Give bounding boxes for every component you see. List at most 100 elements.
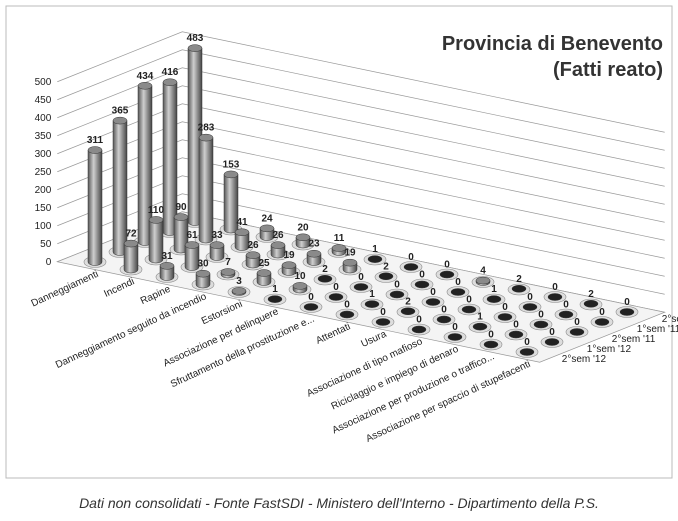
value-label: 2 xyxy=(405,296,411,307)
bar-top xyxy=(439,270,455,279)
y-tick-label: 0 xyxy=(46,257,52,268)
value-label: 0 xyxy=(624,297,630,308)
bar-top xyxy=(245,251,261,259)
bar-top xyxy=(508,330,524,339)
bar xyxy=(482,293,506,306)
bar-top xyxy=(339,310,355,319)
bar xyxy=(374,271,398,283)
bar-top xyxy=(112,116,128,125)
bar xyxy=(518,301,542,313)
y-tick-label: 500 xyxy=(35,77,52,88)
bar-top xyxy=(123,239,139,248)
y-tick-label: 350 xyxy=(35,131,52,142)
value-label: 0 xyxy=(549,327,555,338)
value-label: 0 xyxy=(380,307,386,318)
value-label: 0 xyxy=(452,322,458,333)
bar-body xyxy=(195,273,211,289)
bar-top xyxy=(594,318,610,326)
bar xyxy=(119,239,143,276)
value-label: 483 xyxy=(187,33,204,44)
bar xyxy=(446,286,470,298)
bar xyxy=(327,244,351,258)
bar xyxy=(349,281,373,293)
bar-top xyxy=(411,325,427,334)
value-label: 2 xyxy=(383,261,389,272)
bar-top xyxy=(547,293,563,301)
bar-top xyxy=(195,269,211,278)
series-label: 2°sem '12 xyxy=(562,354,607,365)
y-tick-label: 200 xyxy=(35,185,52,196)
value-label: 19 xyxy=(283,250,295,261)
value-label: 25 xyxy=(258,258,270,269)
bar-top xyxy=(256,269,272,277)
value-label: 0 xyxy=(394,280,400,291)
bar-top xyxy=(353,283,369,291)
bar-top xyxy=(292,282,308,290)
bar xyxy=(338,258,362,276)
value-label: 0 xyxy=(455,277,461,288)
bar xyxy=(230,228,254,253)
value-label: 0 xyxy=(419,270,425,281)
bar-top xyxy=(447,333,463,341)
bar-top xyxy=(414,280,430,289)
bar-top xyxy=(148,216,164,224)
bar-top xyxy=(619,308,635,316)
value-label: 1 xyxy=(477,312,483,323)
source-note: Dati non consolidati - Fonte FastSDI - M… xyxy=(79,495,599,511)
value-label: 0 xyxy=(408,252,414,263)
value-label: 0 xyxy=(488,330,494,341)
value-label: 2 xyxy=(588,289,594,300)
bar-top xyxy=(364,300,380,308)
bar xyxy=(155,262,179,283)
bar-top xyxy=(569,328,585,336)
bar xyxy=(443,331,467,343)
bar xyxy=(457,303,481,316)
value-label: 0 xyxy=(502,302,508,313)
bar xyxy=(144,216,168,266)
value-label: 365 xyxy=(112,106,129,117)
bar xyxy=(493,311,517,323)
bar-top xyxy=(544,338,560,346)
bar-top xyxy=(450,288,466,296)
bar-body xyxy=(209,244,225,261)
bar xyxy=(554,308,578,321)
y-tick-label: 250 xyxy=(35,167,52,178)
bar-top xyxy=(198,133,214,142)
bar xyxy=(410,278,434,291)
bar-top xyxy=(486,295,502,303)
value-label: 0 xyxy=(527,292,533,303)
bar-top xyxy=(209,241,225,249)
value-label: 1 xyxy=(369,289,375,300)
bar-top xyxy=(475,276,491,285)
value-label: 30 xyxy=(197,259,209,270)
value-label: 20 xyxy=(297,222,309,233)
value-label: 0 xyxy=(333,282,339,293)
bar-top xyxy=(425,298,441,306)
bar xyxy=(83,146,107,268)
bar-body xyxy=(87,149,103,266)
value-label: 10 xyxy=(294,271,306,282)
bar-top xyxy=(367,255,383,263)
bar-top xyxy=(159,262,175,270)
bar xyxy=(479,338,503,351)
bar xyxy=(227,286,251,298)
chart-frame xyxy=(5,5,673,479)
series-label: 2°sem '11 xyxy=(612,334,656,345)
bar-top xyxy=(328,293,344,301)
value-label: 0 xyxy=(466,295,472,306)
y-tick-label: 50 xyxy=(40,239,52,250)
value-label: 33 xyxy=(211,230,223,241)
bar xyxy=(540,336,564,348)
x-tick-label: Rapine xyxy=(139,284,173,308)
value-label: 153 xyxy=(223,159,240,170)
bar-top xyxy=(461,305,477,314)
x-tick-label: Incendi xyxy=(102,276,136,300)
bar-top xyxy=(583,300,599,308)
value-label: 1 xyxy=(491,284,497,295)
bar-top xyxy=(306,249,322,258)
y-tick-label: 450 xyxy=(35,95,52,106)
bar xyxy=(302,249,326,268)
value-label: 1 xyxy=(372,244,378,255)
